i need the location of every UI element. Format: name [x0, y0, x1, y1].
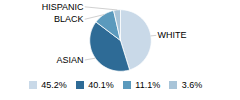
svg-text:WHITE: WHITE: [157, 30, 186, 40]
svg-text:BLACK: BLACK: [54, 14, 84, 24]
svg-text:HISPANIC: HISPANIC: [42, 2, 84, 12]
html-text:3.6%: 3.6%: [181, 80, 203, 90]
html-text:40.1%: 40.1%: [88, 80, 114, 90]
html-text:45.2%: 45.2%: [41, 80, 67, 90]
svg-text:ASIAN: ASIAN: [57, 55, 84, 65]
html-text:11.1%: 11.1%: [135, 80, 161, 90]
